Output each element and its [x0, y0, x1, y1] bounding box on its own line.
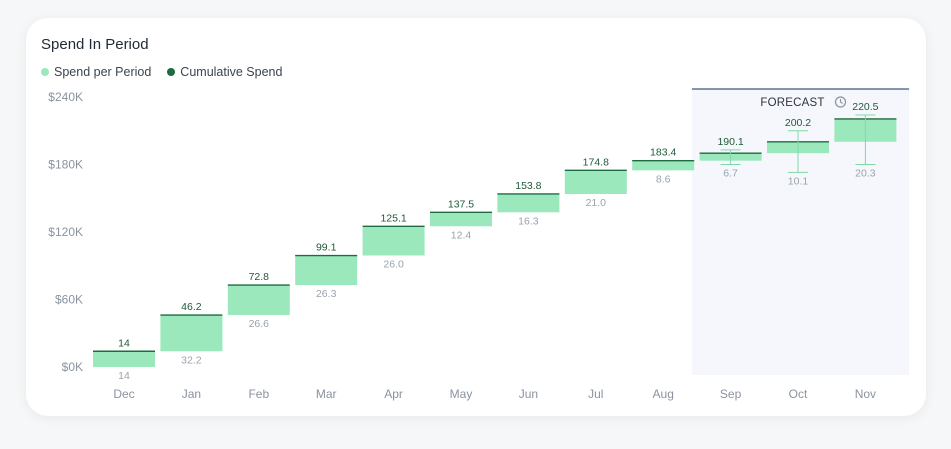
delta-label: 26.6	[249, 318, 270, 330]
bar-apr	[362, 226, 425, 256]
y-tick-label: $240K	[48, 90, 83, 104]
bar-dec	[93, 351, 155, 367]
bar-aug	[632, 160, 695, 171]
bar-mar	[295, 255, 358, 286]
value-label: 125.1	[380, 212, 406, 224]
bar-group-may: 137.5 12.4	[430, 198, 492, 241]
clock-icon-hands	[839, 99, 843, 104]
bar-feb	[227, 285, 290, 316]
bar-group-jan: 46.2 32.2	[160, 301, 223, 366]
x-tick-label: Jul	[588, 387, 603, 401]
x-tick-label: Jan	[182, 387, 201, 401]
bar-group-jun: 153.8 16.3	[497, 180, 560, 227]
y-tick-label: $120K	[48, 225, 83, 239]
bar-may	[430, 212, 492, 227]
clock-icon-face	[834, 96, 847, 108]
bar-group-aug: 183.4 8.6	[632, 147, 695, 185]
forecast-label: FORECAST	[760, 97, 824, 109]
legend-swatch-spend	[41, 68, 49, 76]
delta-label: 10.1	[788, 175, 809, 187]
bar-group-jul: 174.8 21.0	[564, 156, 627, 209]
value-label: 200.2	[785, 117, 811, 129]
delta-label: 14	[118, 370, 130, 382]
value-label: 46.2	[181, 301, 202, 313]
delta-label: 8.6	[656, 173, 671, 185]
value-label: 72.8	[249, 271, 270, 283]
x-tick-label: Mar	[316, 387, 337, 401]
x-tick-label: Sep	[720, 387, 742, 401]
value-label: 174.8	[583, 156, 609, 168]
delta-label: 20.3	[855, 168, 876, 180]
bar-group-nov: 220.5 20.3	[834, 101, 897, 180]
x-tick-label: Dec	[113, 387, 134, 401]
value-label: 183.4	[650, 147, 676, 159]
legend-item-spend-per-period[interactable]: Spend per Period	[41, 65, 151, 79]
bar-group-sep: 190.1 6.7	[699, 136, 762, 180]
legend-swatch-cumulative	[167, 68, 176, 76]
x-tick-label: Apr	[384, 387, 403, 401]
bar-group-dec: 14 14	[93, 337, 155, 382]
x-tick-label: Feb	[248, 387, 269, 401]
delta-label: 21.0	[586, 197, 607, 209]
bar-jan	[160, 315, 223, 352]
delta-label: 16.3	[518, 215, 539, 227]
x-tick-label: May	[450, 387, 473, 401]
value-label: 190.1	[717, 136, 743, 148]
card-title: Spend In Period	[41, 36, 149, 53]
legend-item-cumulative-spend[interactable]: Cumulative Spend	[167, 65, 282, 79]
bar-group-apr: 125.1 26.0	[362, 212, 425, 271]
legend-label-cumulative: Cumulative Spend	[180, 65, 283, 79]
clock-icon	[834, 96, 847, 108]
x-tick-label: Jun	[519, 387, 538, 401]
x-tick-label: Oct	[789, 387, 808, 401]
delta-label: 12.4	[451, 229, 472, 241]
x-tick-label: Nov	[855, 387, 876, 401]
delta-label: 32.2	[181, 354, 202, 366]
delta-label: 6.7	[723, 168, 738, 180]
bar-group-feb: 72.8 26.6	[227, 271, 290, 330]
y-tick-label: $60K	[55, 293, 83, 307]
value-label: 153.8	[515, 180, 541, 192]
chart-legend: Spend per Period Cumulative Spend	[41, 65, 282, 79]
delta-label: 26.3	[316, 288, 337, 300]
bar-jul	[564, 170, 627, 194]
value-label: 14	[118, 337, 130, 349]
bar-group-oct: 200.2 10.1	[767, 117, 829, 187]
value-label: 220.5	[852, 101, 878, 113]
y-tick-label: $0K	[62, 360, 83, 374]
x-tick-label: Aug	[653, 387, 674, 401]
legend-label-spend: Spend per Period	[54, 65, 152, 79]
bar-jun	[497, 193, 560, 213]
value-label: 99.1	[316, 242, 337, 254]
y-tick-label: $180K	[48, 158, 83, 172]
delta-label: 26.0	[383, 259, 404, 271]
value-label: 137.5	[448, 198, 474, 210]
bar-group-mar: 99.1 26.3	[295, 242, 358, 300]
